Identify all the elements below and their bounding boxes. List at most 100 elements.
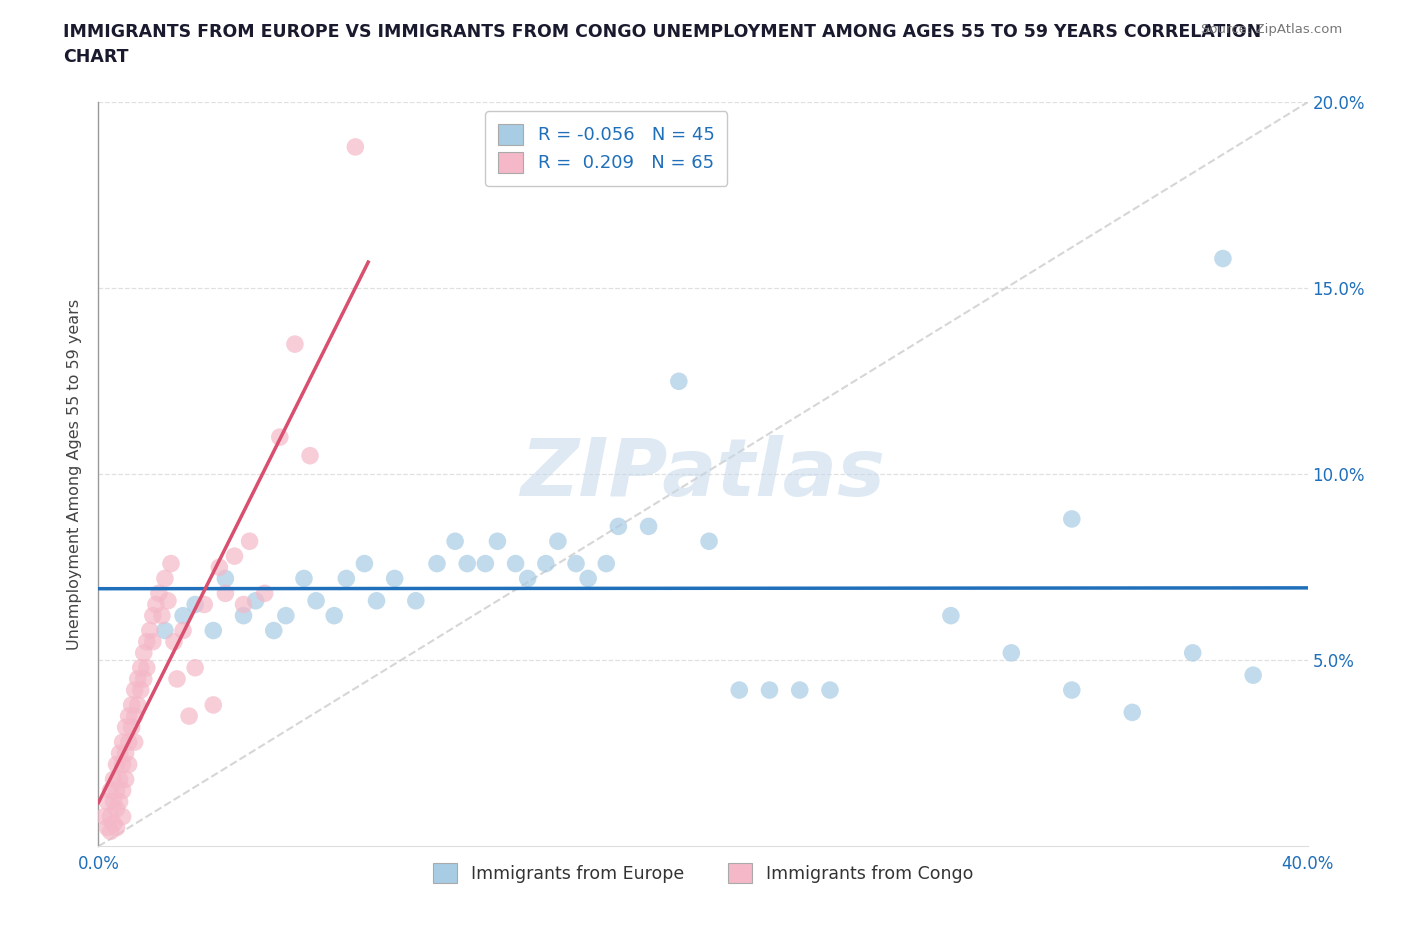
Point	[163, 634, 186, 649]
Point	[263, 623, 285, 638]
Point	[1060, 512, 1083, 526]
Point	[456, 556, 478, 571]
Point	[150, 608, 173, 623]
Point	[1121, 705, 1143, 720]
Point	[1181, 645, 1204, 660]
Point	[160, 556, 183, 571]
Point	[108, 746, 131, 761]
Point	[118, 709, 141, 724]
Point	[245, 593, 267, 608]
Text: Source: ZipAtlas.com: Source: ZipAtlas.com	[1202, 23, 1343, 36]
Point	[129, 660, 152, 675]
Point	[111, 757, 134, 772]
Point	[172, 608, 194, 623]
Point	[184, 660, 207, 675]
Point	[202, 698, 225, 712]
Point	[93, 809, 115, 824]
Point	[505, 556, 527, 571]
Point	[121, 698, 143, 712]
Point	[697, 534, 720, 549]
Point	[547, 534, 569, 549]
Point	[214, 571, 236, 586]
Point	[156, 593, 179, 608]
Point	[939, 608, 962, 623]
Text: CHART: CHART	[63, 48, 129, 66]
Point	[153, 623, 176, 638]
Point	[135, 660, 157, 675]
Point	[139, 623, 162, 638]
Text: ZIPatlas: ZIPatlas	[520, 435, 886, 513]
Point	[111, 783, 134, 798]
Point	[108, 772, 131, 787]
Point	[166, 671, 188, 686]
Point	[111, 735, 134, 750]
Point	[114, 772, 136, 787]
Point	[595, 556, 617, 571]
Point	[105, 783, 128, 798]
Point	[105, 820, 128, 835]
Point	[135, 634, 157, 649]
Point	[153, 571, 176, 586]
Point	[818, 683, 841, 698]
Point	[789, 683, 811, 698]
Point	[179, 709, 201, 724]
Point	[145, 597, 167, 612]
Point	[486, 534, 509, 549]
Point	[474, 556, 496, 571]
Point	[426, 556, 449, 571]
Point	[111, 809, 134, 824]
Point	[565, 556, 588, 571]
Point	[103, 772, 125, 787]
Point	[299, 448, 322, 463]
Point	[274, 608, 297, 623]
Point	[148, 586, 170, 601]
Point	[193, 597, 215, 612]
Text: IMMIGRANTS FROM EUROPE VS IMMIGRANTS FROM CONGO UNEMPLOYMENT AMONG AGES 55 TO 59: IMMIGRANTS FROM EUROPE VS IMMIGRANTS FRO…	[63, 23, 1261, 41]
Point	[202, 623, 225, 638]
Point	[127, 671, 149, 686]
Point	[284, 337, 307, 352]
Point	[142, 634, 165, 649]
Point	[607, 519, 630, 534]
Point	[444, 534, 467, 549]
Point	[232, 608, 254, 623]
Y-axis label: Unemployment Among Ages 55 to 59 years: Unemployment Among Ages 55 to 59 years	[67, 299, 83, 650]
Point	[118, 735, 141, 750]
Point	[232, 597, 254, 612]
Point	[728, 683, 751, 698]
Point	[124, 709, 146, 724]
Point	[366, 593, 388, 608]
Point	[576, 571, 599, 586]
Point	[534, 556, 557, 571]
Point	[224, 549, 246, 564]
Point	[344, 140, 367, 154]
Point	[353, 556, 375, 571]
Point	[1212, 251, 1234, 266]
Point	[121, 720, 143, 735]
Point	[124, 735, 146, 750]
Point	[105, 802, 128, 817]
Point	[142, 608, 165, 623]
Point	[323, 608, 346, 623]
Point	[1060, 683, 1083, 698]
Point	[103, 817, 125, 831]
Point	[758, 683, 780, 698]
Point	[516, 571, 538, 586]
Point	[100, 824, 122, 839]
Point	[132, 645, 155, 660]
Point	[269, 430, 291, 445]
Point	[108, 794, 131, 809]
Point	[114, 746, 136, 761]
Point	[214, 586, 236, 601]
Point	[100, 809, 122, 824]
Point	[335, 571, 357, 586]
Point	[239, 534, 262, 549]
Point	[132, 671, 155, 686]
Legend: Immigrants from Europe, Immigrants from Congo: Immigrants from Europe, Immigrants from …	[426, 856, 980, 890]
Point	[105, 757, 128, 772]
Point	[637, 519, 659, 534]
Point	[668, 374, 690, 389]
Point	[96, 820, 118, 835]
Point	[96, 794, 118, 809]
Point	[1000, 645, 1022, 660]
